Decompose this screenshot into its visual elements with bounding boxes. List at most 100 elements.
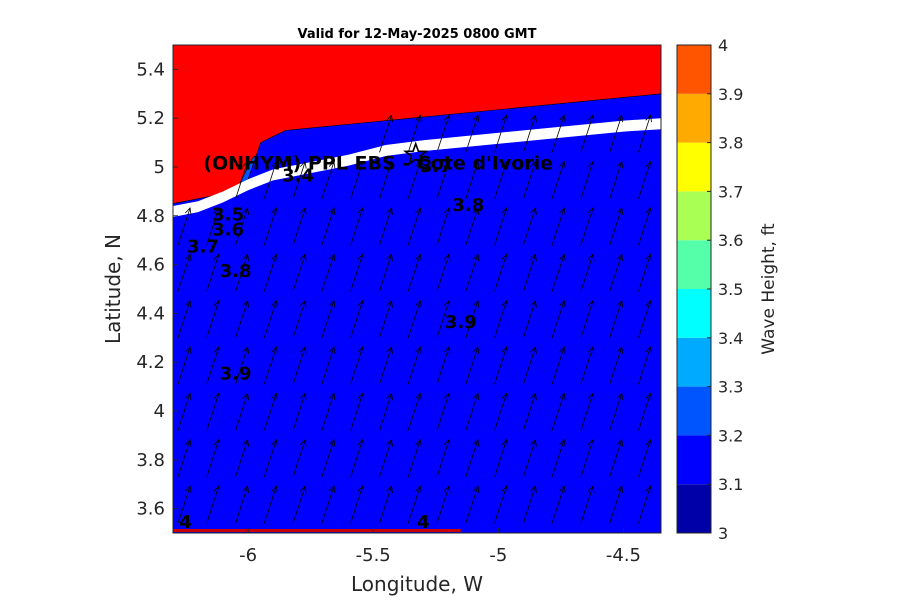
wave-vector-arrow: [436, 392, 451, 431]
wave-vector-arrow: [350, 485, 365, 524]
wave-vector-arrow: [379, 392, 393, 431]
contour-label: 3.4: [282, 166, 314, 187]
wave-vector-arrow: [321, 160, 336, 199]
wave-vector-arrow: [638, 253, 652, 292]
wave-vector-arrow: [580, 207, 595, 246]
wave-vector-arrow: [436, 207, 451, 246]
wave-vector-arrow: [523, 346, 537, 385]
y-tick-label: 4.8: [136, 206, 165, 227]
wave-vector-arrow: [206, 253, 221, 292]
wave-vector-arrow: [177, 253, 192, 292]
wave-vector-arrow: [609, 207, 624, 246]
wave-vector-arrow: [465, 207, 480, 246]
contour-label: 4: [417, 512, 430, 533]
wave-vector-arrow: [523, 160, 537, 199]
wave-vector-arrow: [407, 114, 422, 153]
colorbar-tick-label: 3.5: [718, 280, 743, 299]
y-axis-ticks: 3.6 3.8 4 4.2 4.4 4.6 4.8 5 5.2 5.4: [136, 59, 178, 520]
wave-vector-arrow: [407, 346, 422, 385]
wave-vector-arrow: [580, 114, 595, 153]
colorbar-tick-label: 4: [718, 36, 728, 55]
wave-vector-arrow: [494, 485, 508, 524]
x-tick-label: -5.5: [356, 545, 391, 566]
wave-vector-arrow: [638, 114, 652, 153]
colorbar-swatch: [677, 142, 711, 192]
contour-label: 3.7: [187, 236, 219, 257]
wave-vector-arrow: [638, 207, 652, 246]
wave-vector-arrow: [350, 207, 365, 246]
wave-vector-arrow: [465, 438, 480, 478]
wave-vector-arrow: [292, 253, 307, 292]
wave-vector-arrow: [638, 485, 652, 524]
wave-vector-arrow: [580, 392, 595, 431]
wave-vector-arrow: [407, 392, 422, 431]
wave-vector-arrow: [523, 299, 537, 338]
wave-vector-arrow: [235, 253, 249, 292]
wave-vector-arrow: [494, 299, 508, 338]
wave-vector-arrow: [523, 207, 537, 246]
x-axis-ticks: -6 -5.5 -5 -4.5: [239, 528, 641, 566]
wave-vector-arrow: [263, 160, 278, 199]
wave-vector-arrow: [379, 438, 393, 478]
contour-label: 3.6: [212, 219, 244, 240]
wave-vector-arrow: [263, 299, 278, 338]
wave-vector-arrow: [263, 485, 278, 524]
wave-vector-arrow: [551, 160, 566, 199]
x-tick-label: -5: [489, 545, 507, 566]
wave-vector-arrow: [206, 438, 221, 478]
wave-vector-arrow: [436, 346, 451, 385]
wave-vector-arrow: [436, 160, 451, 199]
wave-vector-arrow: [292, 160, 307, 199]
wave-vector-arrow: [436, 114, 451, 153]
colorbar-label: Wave Height, ft: [759, 223, 779, 355]
wave-vector-arrow: [350, 346, 365, 385]
wave-vector-arrow: [494, 253, 508, 292]
y-tick-label: 3.6: [136, 499, 165, 520]
contour-label: 3.7: [420, 156, 452, 177]
wave-vector-arrow: [263, 346, 278, 385]
wave-vector-arrow: [379, 299, 393, 338]
wave-vector-arrow: [551, 485, 566, 524]
wave-vector-arrow: [551, 438, 566, 478]
wave-vector-arrow: [523, 253, 537, 292]
y-tick-label: 5: [154, 157, 165, 178]
wave-vector-arrow: [321, 438, 336, 478]
wave-vector-arrow: [638, 160, 652, 199]
y-tick-label: 4.6: [136, 255, 165, 276]
contour-label: 3.8: [452, 195, 484, 216]
wave-vector-arrow: [206, 299, 221, 338]
y-tick-label: 3.8: [136, 450, 165, 471]
wave-vector-arrow: [379, 207, 393, 246]
wave-vector-arrow: [465, 392, 480, 431]
wave-vector-arrow: [523, 438, 537, 478]
colorbar-swatch: [677, 191, 711, 241]
colorbar-tick-label: 3.3: [718, 378, 743, 397]
wave-vector-arrow: [494, 438, 508, 478]
colorbar-tick-label: 3.1: [718, 475, 743, 494]
wave-vector-arrow: [350, 392, 365, 431]
wave-vector-arrow: [379, 160, 393, 199]
wave-vector-arrow: [379, 485, 393, 524]
wave-vector-arrow: [465, 299, 480, 338]
colorbar: 3 3.1 3.2 3.3 3.4 3.5 3.6 3.7 3.8 3.9 4: [676, 36, 743, 543]
wave-vector-arrow: [292, 299, 307, 338]
wave-vector-arrow: [235, 160, 249, 199]
wave-vector-arrow: [609, 346, 624, 385]
chart-title: Valid for 12-May-2025 0800 GMT: [298, 27, 537, 42]
wave-vector-arrow: [263, 438, 278, 478]
wave-vector-arrow: [580, 299, 595, 338]
wave-vector-arrow: [407, 299, 422, 338]
x-tick-label: -4.5: [606, 545, 641, 566]
wave-vector-arrow: [206, 346, 221, 385]
wave-vector-arrow: [465, 485, 480, 524]
wave-vector-arrow: [235, 346, 249, 385]
wave-vector-arrow: [609, 253, 624, 292]
colorbar-tick-label: 3.4: [718, 329, 743, 348]
colorbar-swatch: [677, 484, 711, 533]
wave-vector-arrow: [580, 485, 595, 524]
wave-vector-arrow: [407, 438, 422, 478]
wave-vector-arrow: [206, 207, 221, 246]
wave-vector-arrow: [292, 485, 307, 524]
wave-vector-arrow: [465, 253, 480, 292]
